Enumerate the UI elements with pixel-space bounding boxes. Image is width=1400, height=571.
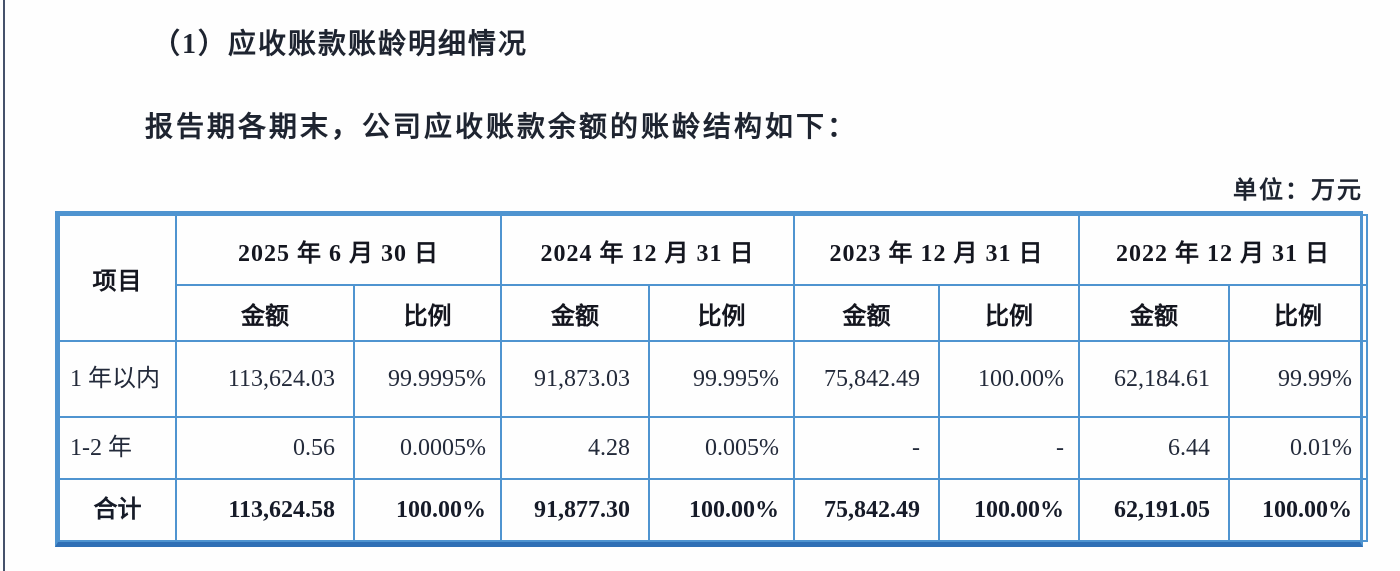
period-header-2025: 2025 年 6 月 30 日 bbox=[175, 214, 502, 286]
table-header-sub-row: 金额 比例 金额 比例 金额 比例 金额 比例 bbox=[59, 284, 1368, 342]
table-row-total: 合计 113,624.58 100.00% 91,877.30 100.00% … bbox=[58, 478, 1368, 542]
table-cell: 75,842.49 bbox=[793, 340, 940, 418]
ratio-header: 比例 bbox=[353, 284, 502, 342]
table-header-period-row: 项目 2025 年 6 月 30 日 2024 年 12 月 31 日 2023… bbox=[58, 214, 1368, 342]
page-left-rule bbox=[3, 0, 5, 571]
table-cell: 100.00% bbox=[938, 478, 1080, 542]
period-header-2024: 2024 年 12 月 31 日 bbox=[500, 214, 795, 286]
row-label: 1-2 年 bbox=[58, 416, 177, 480]
table-cell: 62,191.05 bbox=[1078, 478, 1230, 542]
table-cell: 91,873.03 bbox=[500, 340, 650, 418]
table-cell: 100.00% bbox=[938, 340, 1080, 418]
amount-header: 金额 bbox=[1078, 284, 1230, 342]
table-cell: 0.56 bbox=[175, 416, 355, 480]
table-cell: 99.995% bbox=[648, 340, 795, 418]
section-title: （1）应收账款账龄明细情况 bbox=[152, 29, 529, 60]
table-cell: 6.44 bbox=[1078, 416, 1230, 480]
table-cell: 0.01% bbox=[1228, 416, 1368, 480]
ratio-header: 比例 bbox=[648, 284, 795, 342]
table-cell: 100.00% bbox=[1228, 478, 1368, 542]
table-row-1-2-years: 1-2 年 0.56 0.0005% 4.28 0.005% - - 6.44 … bbox=[58, 416, 1368, 480]
table-cell: 75,842.49 bbox=[793, 478, 940, 542]
amount-header: 金额 bbox=[500, 284, 650, 342]
row-label: 1 年以内 bbox=[58, 340, 177, 418]
table-cell: 0.0005% bbox=[353, 416, 502, 480]
item-column-header: 项目 bbox=[58, 214, 177, 342]
table-cell: 0.005% bbox=[648, 416, 795, 480]
aging-table-frame: 项目 2025 年 6 月 30 日 2024 年 12 月 31 日 2023… bbox=[55, 211, 1368, 547]
intro-text: 报告期各期末，公司应收账款余额的账龄结构如下： bbox=[145, 112, 859, 143]
table-cell: 99.9995% bbox=[353, 340, 502, 418]
table-cell: - bbox=[938, 416, 1080, 480]
ratio-header: 比例 bbox=[938, 284, 1080, 342]
amount-header: 金额 bbox=[175, 284, 355, 342]
table-row-within-1-year: 1 年以内 113,624.03 99.9995% 91,873.03 99.9… bbox=[58, 340, 1368, 418]
ratio-header: 比例 bbox=[1228, 284, 1368, 342]
table-cell: 113,624.58 bbox=[175, 478, 355, 542]
table-cell: 62,184.61 bbox=[1078, 340, 1230, 418]
table-cell: 113,624.03 bbox=[175, 340, 355, 418]
period-header-2022: 2022 年 12 月 31 日 bbox=[1078, 214, 1368, 286]
aging-table: 项目 2025 年 6 月 30 日 2024 年 12 月 31 日 2023… bbox=[58, 214, 1368, 542]
table-cell: 99.99% bbox=[1228, 340, 1368, 418]
table-cell: 100.00% bbox=[353, 478, 502, 542]
table-cell: 4.28 bbox=[500, 416, 650, 480]
unit-label: 单位：万元 bbox=[1233, 178, 1363, 204]
row-label: 合计 bbox=[58, 478, 177, 542]
table-cell: - bbox=[793, 416, 940, 480]
period-header-2023: 2023 年 12 月 31 日 bbox=[793, 214, 1080, 286]
amount-header: 金额 bbox=[793, 284, 940, 342]
table-cell: 100.00% bbox=[648, 478, 795, 542]
table-cell: 91,877.30 bbox=[500, 478, 650, 542]
